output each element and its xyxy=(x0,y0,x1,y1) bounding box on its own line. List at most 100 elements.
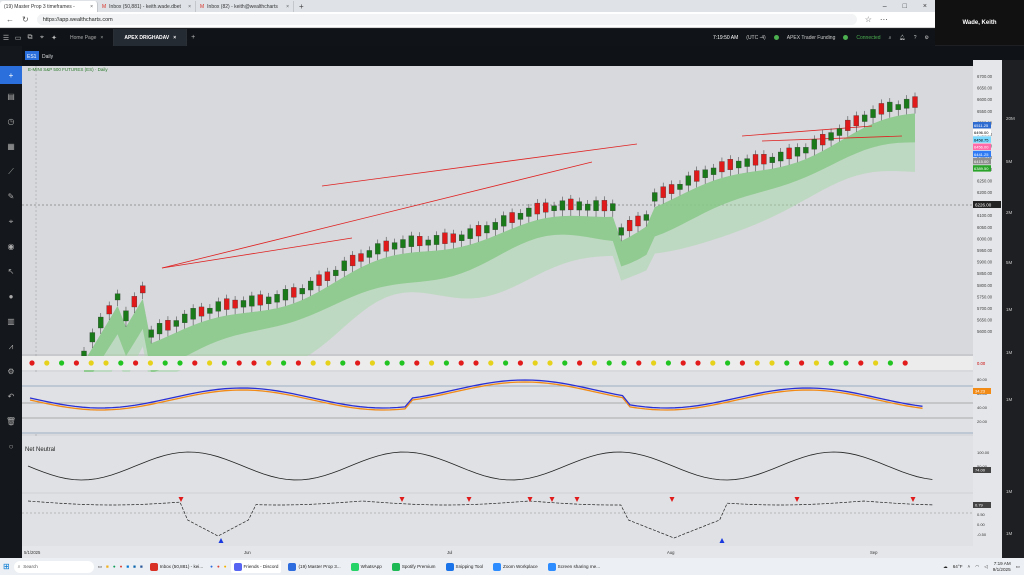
browser-tab[interactable]: M Inbox (82) - keith@wealthcharts × xyxy=(196,1,294,12)
add-icon[interactable]: + xyxy=(0,66,22,84)
cursor-tool-icon[interactable]: ↖ xyxy=(7,267,15,276)
notifications-icon[interactable]: ▭ xyxy=(1015,563,1020,569)
taskbar-app[interactable]: Zoom Workplace xyxy=(490,560,541,573)
close-tab-icon[interactable]: × xyxy=(286,3,289,10)
bottom-tick: 0.50 xyxy=(977,512,986,517)
candle-body xyxy=(559,200,566,211)
chart-area[interactable]: ES1 Daily E-MINI S&P 500 FUTURES (ES) · … xyxy=(22,46,1024,558)
taskbar-app[interactable]: WhatsApp xyxy=(348,560,385,573)
settings-gear-icon[interactable]: ⚙ xyxy=(924,34,929,41)
price-tick-label: 6600.00 xyxy=(977,97,993,102)
url-field[interactable]: https://app.wealthcharts.com xyxy=(36,14,857,25)
refresh-icon[interactable]: ↻ xyxy=(22,15,29,24)
signal-dot xyxy=(399,360,405,366)
signal-dot xyxy=(88,360,94,366)
browser-tab[interactable]: (19) Master Prop 3 timeframes - × xyxy=(0,1,98,12)
pin-icon[interactable]: ⌖ xyxy=(8,216,14,226)
candle-body xyxy=(299,288,305,295)
clock-icon[interactable]: ◷ xyxy=(7,117,15,126)
undo-icon[interactable]: ↶ xyxy=(7,392,15,401)
wifi-icon[interactable]: ◠ xyxy=(975,563,980,569)
trash-icon[interactable]: 🗑︎ xyxy=(5,417,17,426)
candle-body xyxy=(98,316,104,329)
outlook-icon[interactable]: ■ xyxy=(133,564,136,569)
candle-body xyxy=(400,239,406,248)
price-tag xyxy=(973,129,991,136)
pencil-icon[interactable]: ✎ xyxy=(7,192,15,201)
candle-body xyxy=(534,202,540,215)
windows-icon[interactable]: ⧉ xyxy=(27,33,33,41)
signal-dot xyxy=(266,360,272,366)
add-tab-icon[interactable]: + xyxy=(191,34,196,41)
notification-bell-icon[interactable]: 🔔︎ xyxy=(899,34,906,41)
back-icon[interactable]: ← xyxy=(6,15,14,24)
settings-icon[interactable]: ⚙ xyxy=(7,367,15,376)
browser-tab[interactable]: M Inbox (50,881) - keith.wade.dbet × xyxy=(98,1,196,12)
taskbar-app[interactable]: Screen sharing me... xyxy=(545,560,603,573)
signal-dot xyxy=(799,360,805,366)
price-tick-label: 6050.00 xyxy=(977,225,993,230)
taskbar-app[interactable]: Snipping Tool xyxy=(443,560,487,573)
hamburger-menu-icon[interactable]: ☰ xyxy=(2,34,10,42)
close-icon[interactable]: × xyxy=(173,34,177,41)
taskbar-search[interactable]: ⌕ Search xyxy=(13,560,94,573)
chrome-icon[interactable]: ● xyxy=(119,564,123,569)
indicator-icon[interactable]: ▦ xyxy=(7,142,15,151)
search-icon[interactable]: ⌕ xyxy=(888,34,892,41)
word-icon[interactable]: ■ xyxy=(139,564,143,569)
price-tag-label: 6389.50 xyxy=(974,166,989,171)
funding-status[interactable]: APEX Trader Funding xyxy=(786,34,836,41)
volume-icon[interactable]: ◁ xyxy=(984,563,988,569)
trend-line-icon[interactable]: ⟋ xyxy=(8,166,14,176)
cursor-icon[interactable]: ⌖ xyxy=(40,33,44,41)
app-icon[interactable]: ● xyxy=(210,564,213,569)
signal-dot xyxy=(591,360,598,366)
taskbar-clock[interactable]: 7:19 AM 9/1/2025 xyxy=(993,561,1011,573)
candle-body xyxy=(333,269,339,276)
signal-dot xyxy=(902,360,908,366)
taskbar-app[interactable]: (19) Master Prop 3... xyxy=(285,560,343,573)
menu-dots-icon[interactable]: ⋯ xyxy=(879,15,888,24)
price-tag-label: 6456.00 xyxy=(974,145,989,150)
help-icon[interactable]: ? xyxy=(913,34,917,41)
store-icon[interactable]: ■ xyxy=(126,564,130,569)
net-line xyxy=(27,451,933,481)
circle-icon[interactable]: ○ xyxy=(8,442,14,451)
maximize-icon[interactable]: □ xyxy=(902,2,907,10)
windows-start-icon[interactable]: ⊞ xyxy=(3,562,10,571)
task-view-icon[interactable]: ▭ xyxy=(97,563,103,569)
right-panel-label: 1M xyxy=(1006,350,1013,355)
app-icon[interactable]: ● xyxy=(216,564,220,569)
app-icon[interactable]: ● xyxy=(223,564,227,569)
chart-canvas[interactable]: ES1 Daily E-MINI S&P 500 FUTURES (ES) · … xyxy=(22,46,1024,558)
close-tab-icon[interactable]: × xyxy=(90,3,93,10)
weather-icon[interactable]: ☁ xyxy=(943,563,948,569)
tab-home-page[interactable]: Home Page × xyxy=(60,29,115,46)
trendline xyxy=(161,161,593,269)
bookmark-star-icon[interactable]: ☆ xyxy=(864,15,872,24)
signal-dot xyxy=(887,360,894,366)
signal-dot xyxy=(710,360,716,366)
eye-icon[interactable]: ◉ xyxy=(7,242,15,251)
circle-tool-icon[interactable]: ● xyxy=(8,292,14,301)
close-tab-icon[interactable]: × xyxy=(188,3,191,10)
taskbar-app[interactable]: Inbox (50,881) - kei... xyxy=(147,560,206,573)
chart-mini-icon[interactable]: ⩘ xyxy=(8,341,14,351)
close-window-icon[interactable]: × xyxy=(922,2,927,10)
ai-icon[interactable]: ✦ xyxy=(51,34,57,42)
candle-body xyxy=(568,198,574,211)
taskbar-app[interactable]: Spotify Premium xyxy=(389,560,439,573)
new-tab-button[interactable]: + xyxy=(299,1,304,11)
tray-chevron-icon[interactable]: ˄ xyxy=(967,564,971,569)
layout-icon[interactable]: ▭ xyxy=(14,34,22,42)
taskbar-app[interactable]: Friends - Discord xyxy=(230,560,282,573)
symbol-badge xyxy=(25,51,39,60)
file-explorer-icon[interactable]: ■ xyxy=(106,564,109,569)
price-tick-label: 5900.00 xyxy=(977,260,993,265)
tab-apex[interactable]: APEX DRIGHADAV × xyxy=(114,29,188,46)
edge-icon[interactable]: ● xyxy=(112,564,116,569)
minimize-icon[interactable]: – xyxy=(882,2,887,10)
chart-type-icon[interactable]: ▤ xyxy=(7,92,15,101)
close-icon[interactable]: × xyxy=(100,34,104,41)
palette-icon[interactable]: ▥ xyxy=(7,317,15,326)
